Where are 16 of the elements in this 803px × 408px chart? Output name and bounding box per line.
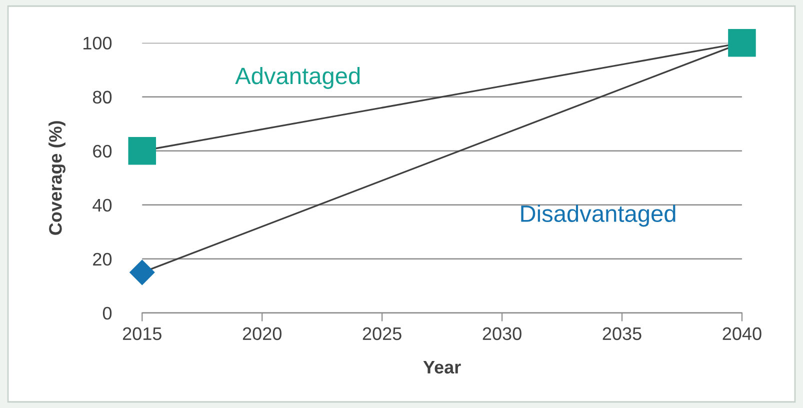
x-tick-label: 2030 bbox=[482, 327, 522, 340]
x-tick-label: 2035 bbox=[602, 327, 642, 340]
x-tick-label: 2015 bbox=[122, 327, 162, 340]
y-tick-label: 80 bbox=[92, 90, 112, 104]
x-tick-label: 2025 bbox=[362, 327, 402, 340]
y-tick-label: 100 bbox=[84, 36, 112, 50]
y-tick-label: 20 bbox=[93, 252, 112, 266]
series-label: Advantaged bbox=[235, 66, 360, 89]
y-tick-label: 60 bbox=[93, 144, 112, 158]
y-tick-label: 0 bbox=[102, 306, 112, 320]
x-tick-label: 2020 bbox=[242, 327, 282, 340]
x-axis-title: Year bbox=[423, 360, 461, 374]
x-tick-label: 2040 bbox=[722, 327, 762, 340]
y-tick-label: 40 bbox=[92, 198, 112, 212]
y-axis-title: Coverage (%) bbox=[48, 121, 66, 235]
text: Disadvantaged bbox=[521, 204, 676, 227]
